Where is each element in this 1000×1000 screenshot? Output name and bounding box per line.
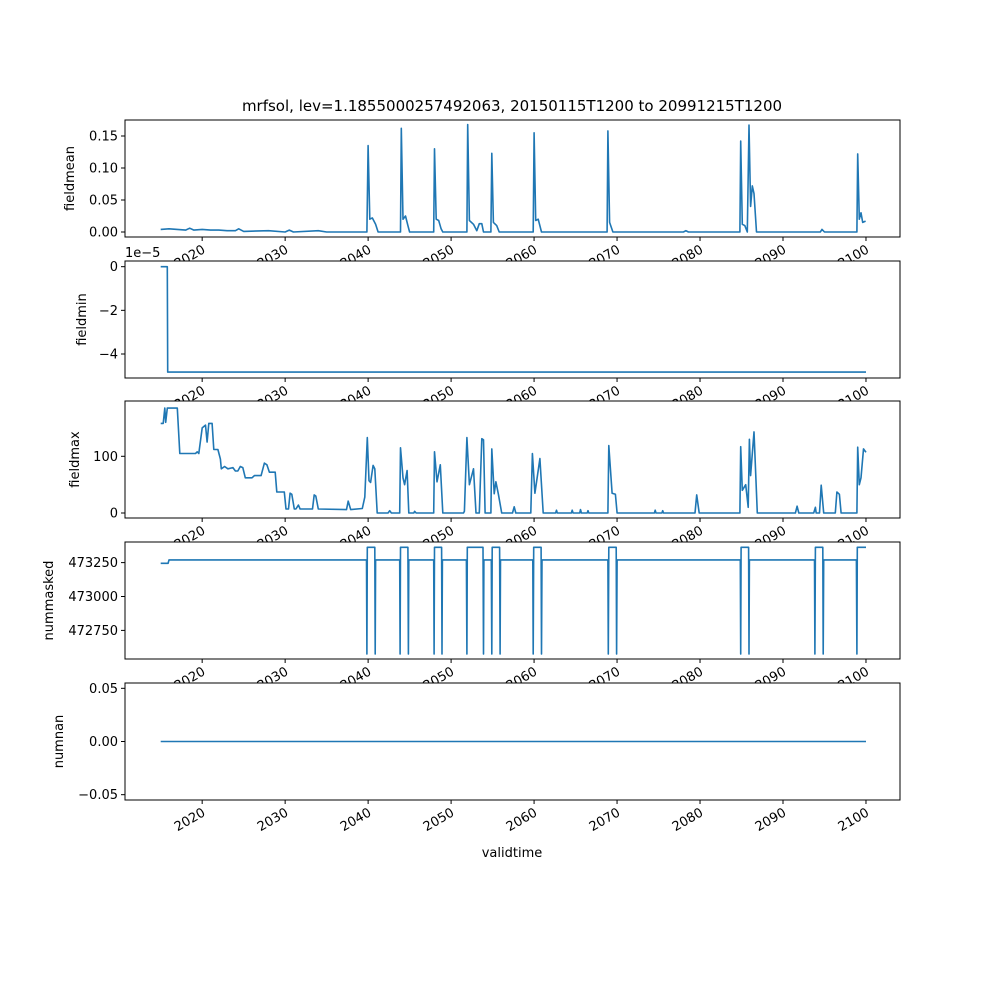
series-line-fieldmin [160,265,866,373]
y-axis-label: nummasked [42,561,57,641]
plot-area [125,542,900,659]
chart-title: mrfsol, lev=1.1855000257492063, 20150115… [242,97,782,115]
series-line-fieldmean [160,123,866,233]
x-axis-label: validtime [482,846,543,861]
y-tick-label: 0.15 [89,130,118,145]
y-axis-label: fieldmax [68,431,83,488]
plot-area [125,261,900,378]
plot-area [125,120,900,237]
y-tick-label: −4 [99,347,118,362]
y-tick-label: 0.00 [89,226,118,241]
y-tick-label: 100 [93,450,118,465]
y-tick-label: 0.05 [89,194,118,209]
y-tick-label: −2 [99,304,118,319]
y-axis-label: numnan [52,715,67,769]
offset-text: 1e−5 [125,246,160,261]
axes-frame [124,400,901,519]
y-tick-label: −0.05 [78,788,118,803]
axes-frame [124,119,901,238]
series-line-nummasked [160,546,866,655]
y-tick-label: 473000 [68,590,118,605]
y-tick-label: 0 [110,507,118,522]
series-line-fieldmax [160,407,867,514]
y-tick-label: 0.10 [89,162,118,177]
y-tick-label: 472750 [68,624,118,639]
y-axis-label: fieldmean [63,146,78,211]
axes-frame [124,541,901,660]
y-tick-label: 0 [110,260,118,275]
axes-frame [124,260,901,379]
y-tick-label: 0.00 [89,735,118,750]
plot-area [125,401,900,518]
y-tick-label: 0.05 [89,682,118,697]
y-tick-label: 473250 [68,556,118,571]
y-axis-label: fieldmin [75,293,90,346]
